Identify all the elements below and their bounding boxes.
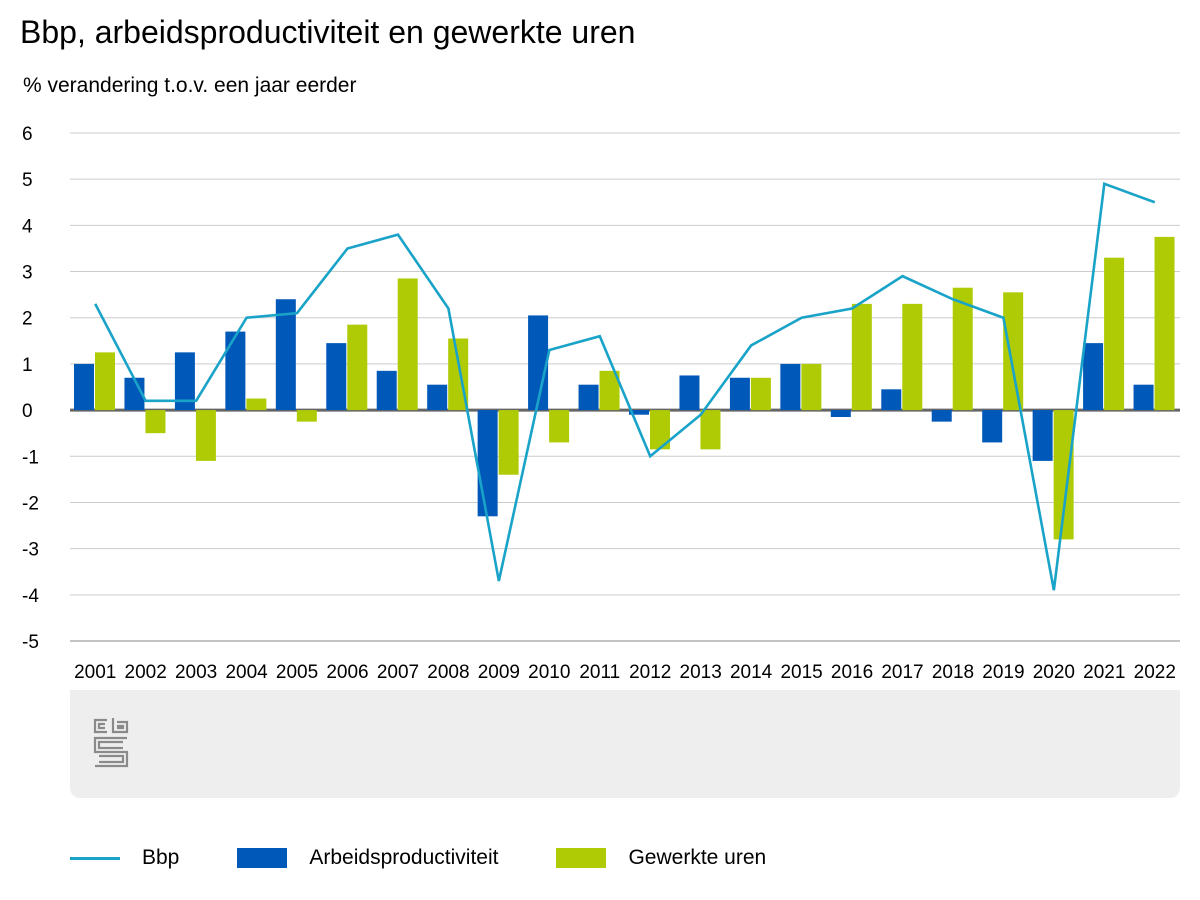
x-tick-label: 2021 — [1083, 662, 1125, 683]
x-tick-label: 2022 — [1134, 662, 1176, 683]
x-tick-label: 2001 — [74, 662, 116, 683]
y-tick-label: 3 — [22, 263, 33, 284]
x-tick-label: 2020 — [1033, 662, 1075, 683]
x-tick-label: 2012 — [629, 662, 671, 683]
x-axis-ticks: 2001 2002 2003 2004 2005 2006 2007 2008 2009 2010… — [74, 662, 1176, 683]
bar-arbeidsproductiviteit — [982, 410, 1003, 443]
bar-gewerkte-uren — [1003, 292, 1024, 411]
y-tick-label: 2 — [22, 309, 33, 330]
bar-gewerkte-uren — [1154, 236, 1175, 411]
x-tick-label: 2014 — [730, 662, 773, 683]
bar-gewerkte-uren — [145, 410, 166, 434]
x-tick-label: 2019 — [982, 662, 1024, 683]
bar-arbeidsproductiviteit — [74, 363, 94, 411]
x-tick-label: 2017 — [881, 662, 923, 683]
bar-gewerkte-uren — [952, 287, 973, 411]
bar-arbeidsproductiviteit — [477, 410, 498, 517]
bar-gewerkte-uren — [195, 410, 216, 461]
bar-gewerkte-uren — [801, 363, 822, 411]
bar-arbeidsproductiviteit — [174, 352, 195, 411]
bar-arbeidsproductiviteit — [578, 384, 599, 411]
x-tick-label: 2016 — [831, 662, 873, 683]
bar-arbeidsproductiviteit — [124, 377, 145, 411]
bar-arbeidsproductiviteit — [830, 410, 851, 418]
bar-gewerkte-uren — [750, 377, 771, 411]
bar-arbeidsproductiviteit — [931, 410, 952, 422]
x-tick-label: 2013 — [680, 662, 722, 683]
legend-swatch-gewerkte-uren — [556, 848, 607, 868]
bar-arbeidsproductiviteit — [729, 377, 750, 411]
legend-swatch-arbeidsproductiviteit — [237, 848, 288, 868]
y-tick-label: -1 — [22, 447, 39, 468]
bar-gewerkte-uren — [1104, 257, 1125, 411]
bbp-line-series — [94, 182, 1156, 591]
bar-arbeidsproductiviteit — [275, 299, 296, 411]
bar-gewerkte-uren — [902, 303, 923, 411]
x-tick-label: 2008 — [427, 662, 469, 683]
bar-gewerkte-uren — [95, 352, 115, 411]
legend-item-gewerkte-uren: Gewerkte uren — [556, 846, 766, 870]
x-tick-label: 2018 — [932, 662, 974, 683]
bar-gewerkte-uren — [397, 278, 418, 411]
y-axis-ticks: 6 5 4 3 2 1 0 -1 -2 -3 -4 -5 — [22, 124, 39, 653]
bar-gewerkte-uren — [700, 410, 721, 450]
bar-arbeidsproductiviteit — [881, 389, 902, 411]
x-tick-label: 2009 — [478, 662, 520, 683]
bar-arbeidsproductiviteit — [225, 331, 246, 411]
bar-arbeidsproductiviteit — [780, 363, 801, 411]
bar-arbeidsproductiviteit — [376, 370, 397, 411]
x-tick-label: 2002 — [125, 662, 167, 683]
y-tick-label: -5 — [22, 632, 39, 653]
y-tick-label: 5 — [22, 170, 33, 191]
series-line-bbp — [94, 182, 1156, 591]
legend-swatch-bbp — [70, 856, 120, 860]
bar-arbeidsproductiviteit — [1083, 343, 1104, 411]
bar-arbeidsproductiviteit — [629, 410, 649, 415]
bar-arbeidsproductiviteit — [1133, 384, 1154, 411]
bar-arbeidsproductiviteit — [528, 315, 549, 411]
bar-gewerkte-uren — [549, 410, 570, 443]
y-tick-label: -2 — [22, 493, 39, 514]
legend-label-arbeidsproductiviteit: Arbeidsproductiviteit — [309, 846, 499, 869]
bar-arbeidsproductiviteit — [326, 343, 347, 411]
x-tick-label: 2010 — [528, 662, 570, 683]
bar-arbeidsproductiviteit — [427, 384, 448, 411]
bar-arbeidsproductiviteit — [679, 375, 700, 411]
y-tick-label: -4 — [22, 586, 39, 607]
legend-item-arbeidsproductiviteit: Arbeidsproductiviteit — [237, 846, 498, 870]
legend-label-gewerkte-uren: Gewerkte uren — [628, 846, 767, 869]
bar-gewerkte-uren — [246, 398, 267, 411]
bar-gewerkte-uren — [498, 410, 519, 475]
bar-gewerkte-uren — [347, 324, 368, 411]
bar-arbeidsproductiviteit — [1032, 410, 1053, 461]
legend-label-bbp: Bbp — [142, 846, 180, 869]
legend-item-bbp: Bbp — [70, 846, 179, 870]
chart-title: Bbp, arbeidsproductiviteit en gewerkte u… — [20, 14, 636, 50]
chart-subtitle: % verandering t.o.v. een jaar eerder — [23, 74, 357, 97]
y-tick-label: 4 — [22, 216, 33, 237]
x-tick-label: 2005 — [276, 662, 318, 683]
y-tick-label: 6 — [22, 124, 33, 145]
bar-gewerkte-uren — [599, 370, 620, 411]
x-tick-label: 2007 — [377, 662, 419, 683]
bar-gewerkte-uren — [851, 303, 872, 411]
chart-footer — [70, 690, 1180, 798]
y-tick-label: 0 — [22, 401, 33, 422]
bar-gewerkte-uren — [296, 410, 317, 422]
y-tick-label: -3 — [22, 540, 39, 561]
bar-gewerkte-uren — [1053, 410, 1074, 540]
x-tick-label: 2011 — [579, 662, 620, 683]
x-tick-label: 2004 — [225, 662, 268, 683]
y-tick-label: 1 — [22, 355, 33, 376]
x-tick-label: 2006 — [326, 662, 368, 683]
bar-gewerkte-uren — [650, 410, 670, 450]
bar-series — [74, 236, 1175, 540]
cbs-logo-icon — [93, 718, 129, 768]
x-tick-label: 2003 — [175, 662, 217, 683]
chart-legend: Bbp Arbeidsproductiviteit Gewerkte uren — [70, 842, 824, 874]
x-tick-label: 2015 — [780, 662, 822, 683]
